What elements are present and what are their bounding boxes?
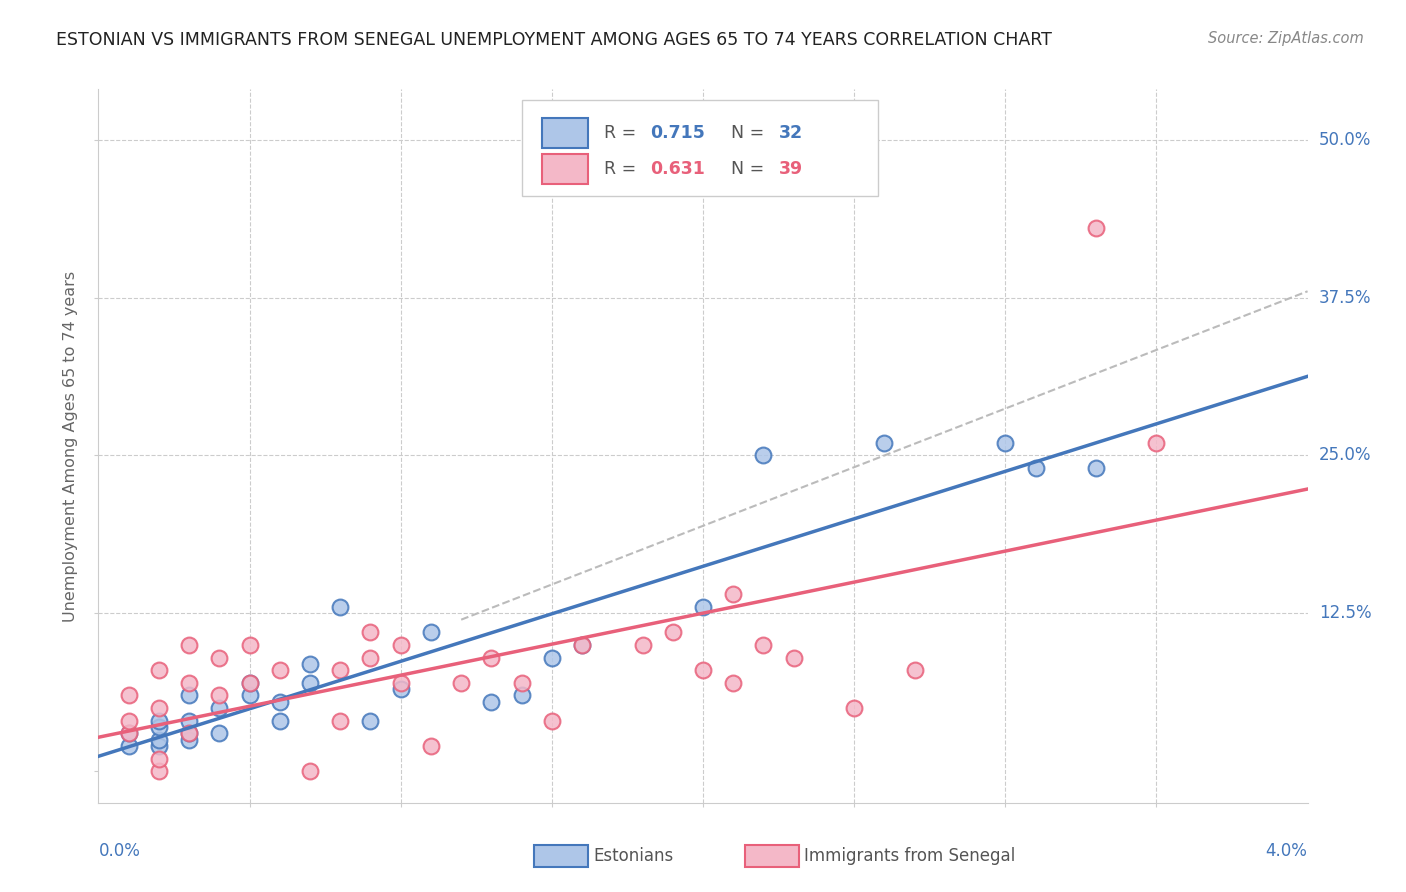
Point bbox=[118, 739, 141, 753]
FancyBboxPatch shape bbox=[522, 100, 879, 196]
Point bbox=[782, 650, 804, 665]
Text: R =: R = bbox=[603, 125, 641, 143]
Point bbox=[571, 638, 593, 652]
Point bbox=[208, 701, 231, 715]
Point bbox=[359, 650, 381, 665]
Point bbox=[179, 675, 201, 690]
Point bbox=[179, 714, 201, 728]
Point bbox=[723, 587, 745, 601]
Point bbox=[299, 764, 322, 779]
Text: 25.0%: 25.0% bbox=[1319, 447, 1371, 465]
Point bbox=[148, 739, 170, 753]
Text: 32: 32 bbox=[779, 125, 803, 143]
Text: 0.715: 0.715 bbox=[650, 125, 704, 143]
Point bbox=[873, 435, 896, 450]
Point bbox=[269, 695, 291, 709]
Point bbox=[692, 600, 714, 615]
Text: Source: ZipAtlas.com: Source: ZipAtlas.com bbox=[1208, 31, 1364, 46]
Text: Immigrants from Senegal: Immigrants from Senegal bbox=[804, 847, 1015, 865]
Y-axis label: Unemployment Among Ages 65 to 74 years: Unemployment Among Ages 65 to 74 years bbox=[63, 270, 79, 622]
Point bbox=[903, 663, 925, 677]
Text: 0.0%: 0.0% bbox=[98, 842, 141, 860]
Point bbox=[239, 689, 262, 703]
Point bbox=[179, 732, 201, 747]
Point bbox=[571, 638, 593, 652]
Text: 4.0%: 4.0% bbox=[1265, 842, 1308, 860]
Point bbox=[510, 689, 533, 703]
Text: 37.5%: 37.5% bbox=[1319, 289, 1371, 307]
Point bbox=[269, 663, 291, 677]
Point bbox=[479, 695, 503, 709]
Point bbox=[419, 739, 441, 753]
Point bbox=[148, 732, 170, 747]
Point bbox=[148, 720, 170, 734]
Text: R =: R = bbox=[603, 161, 641, 178]
Point bbox=[299, 657, 322, 671]
Point bbox=[299, 675, 322, 690]
Point bbox=[329, 663, 352, 677]
Point bbox=[844, 701, 866, 715]
Point bbox=[389, 638, 412, 652]
Point bbox=[723, 675, 745, 690]
Point bbox=[752, 449, 775, 463]
Text: 39: 39 bbox=[779, 161, 803, 178]
Point bbox=[208, 726, 231, 740]
Point bbox=[118, 726, 141, 740]
Text: Estonians: Estonians bbox=[593, 847, 673, 865]
Point bbox=[389, 682, 412, 697]
Point bbox=[148, 714, 170, 728]
Point bbox=[148, 701, 170, 715]
Point bbox=[692, 663, 714, 677]
Point bbox=[269, 714, 291, 728]
Point bbox=[450, 675, 472, 690]
Point bbox=[359, 625, 381, 640]
Point bbox=[359, 714, 381, 728]
Point bbox=[540, 714, 562, 728]
Point bbox=[479, 650, 503, 665]
Point bbox=[510, 675, 533, 690]
Text: N =: N = bbox=[731, 125, 769, 143]
Point bbox=[118, 726, 141, 740]
Point bbox=[179, 638, 201, 652]
Point bbox=[419, 625, 441, 640]
Point bbox=[118, 714, 141, 728]
Point bbox=[239, 675, 262, 690]
Text: 12.5%: 12.5% bbox=[1319, 605, 1371, 623]
Point bbox=[1024, 461, 1046, 475]
Point bbox=[239, 675, 262, 690]
Point bbox=[179, 726, 201, 740]
Point bbox=[631, 638, 654, 652]
Bar bbox=[543, 154, 588, 184]
Point bbox=[994, 435, 1017, 450]
Text: 50.0%: 50.0% bbox=[1319, 131, 1371, 149]
Point bbox=[118, 689, 141, 703]
Text: N =: N = bbox=[731, 161, 769, 178]
Point bbox=[148, 663, 170, 677]
Point bbox=[1085, 221, 1108, 235]
Point bbox=[239, 638, 262, 652]
Point bbox=[540, 650, 562, 665]
Text: ESTONIAN VS IMMIGRANTS FROM SENEGAL UNEMPLOYMENT AMONG AGES 65 TO 74 YEARS CORRE: ESTONIAN VS IMMIGRANTS FROM SENEGAL UNEM… bbox=[56, 31, 1052, 49]
Point bbox=[1144, 435, 1167, 450]
Text: 0.631: 0.631 bbox=[650, 161, 704, 178]
Point bbox=[148, 764, 170, 779]
Point bbox=[389, 675, 412, 690]
Point bbox=[752, 638, 775, 652]
Point bbox=[179, 726, 201, 740]
Point bbox=[329, 600, 352, 615]
Point bbox=[329, 714, 352, 728]
Point bbox=[208, 689, 231, 703]
Point bbox=[208, 650, 231, 665]
Point bbox=[179, 689, 201, 703]
Point bbox=[661, 625, 683, 640]
Point bbox=[1085, 461, 1108, 475]
Bar bbox=[543, 119, 588, 148]
Point bbox=[148, 751, 170, 765]
